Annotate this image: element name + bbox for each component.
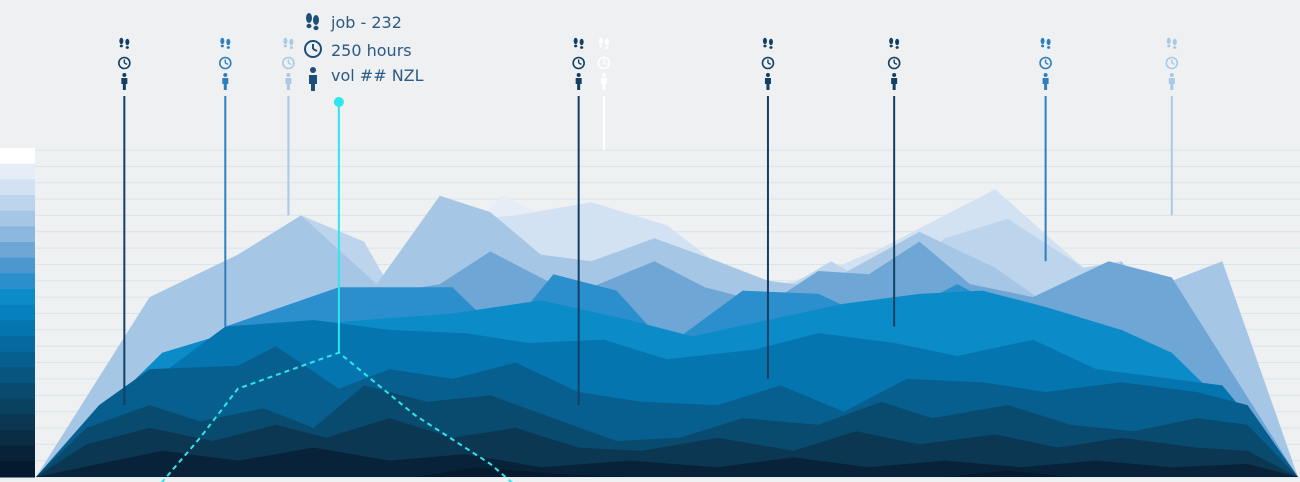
legend-swatch xyxy=(0,257,35,274)
footsteps-icon xyxy=(598,37,609,49)
legend-swatch xyxy=(0,195,35,212)
footsteps-icon xyxy=(762,37,773,49)
legend-swatch xyxy=(0,414,35,431)
person-icon xyxy=(121,73,128,90)
clock-icon xyxy=(1039,56,1052,70)
legend-swatch xyxy=(0,430,35,447)
tooltip-hours: 250 hours xyxy=(331,41,412,60)
footsteps-icon xyxy=(1040,37,1051,49)
chart-marker[interactable] xyxy=(118,37,131,406)
legend-swatch xyxy=(0,289,35,306)
tooltip: job - 232 250 hours vol ## NZL xyxy=(304,13,424,91)
clock-icon xyxy=(304,40,322,58)
legend-swatch xyxy=(0,320,35,337)
chart-marker[interactable] xyxy=(282,37,295,216)
footsteps-icon xyxy=(306,13,319,31)
chart-marker[interactable] xyxy=(333,97,344,353)
person-icon xyxy=(764,73,771,90)
chart-marker[interactable] xyxy=(887,37,901,327)
tooltip-volume: vol ## NZL xyxy=(331,66,424,85)
legend-swatch xyxy=(0,179,35,196)
footsteps-icon xyxy=(1166,37,1177,49)
footsteps-icon xyxy=(119,37,130,49)
legend-swatch xyxy=(0,226,35,243)
legend-swatch xyxy=(0,273,35,290)
person-icon xyxy=(309,67,317,91)
chart-marker[interactable] xyxy=(572,37,585,406)
area-series xyxy=(36,447,1298,477)
chart-marker[interactable] xyxy=(1039,37,1052,262)
clock-icon xyxy=(887,56,901,70)
clock-icon xyxy=(572,56,585,70)
clock-icon xyxy=(282,56,295,70)
clock-icon xyxy=(761,56,775,70)
chart-markers xyxy=(118,37,1179,406)
legend-swatch xyxy=(0,398,35,415)
clock-icon xyxy=(118,56,131,70)
legend-swatch xyxy=(0,210,35,227)
legend-swatch xyxy=(0,351,35,368)
footsteps-icon xyxy=(889,37,900,49)
person-icon xyxy=(891,73,898,90)
footsteps-icon xyxy=(220,37,231,49)
marker-dot xyxy=(333,97,344,107)
legend-swatch xyxy=(0,148,35,165)
color-scale-legend xyxy=(0,148,35,478)
chart-marker[interactable] xyxy=(761,37,775,379)
chart-marker[interactable] xyxy=(219,37,232,327)
person-icon xyxy=(285,73,292,90)
legend-swatch xyxy=(0,461,35,478)
legend-swatch xyxy=(0,445,35,462)
clock-icon xyxy=(1165,56,1179,70)
area-series xyxy=(36,467,1298,477)
legend-swatch xyxy=(0,367,35,384)
person-icon xyxy=(1042,73,1049,90)
person-icon xyxy=(1168,73,1175,90)
clock-icon xyxy=(597,56,611,70)
chart-marker[interactable] xyxy=(1165,37,1179,216)
clock-icon xyxy=(219,56,232,70)
person-icon xyxy=(222,73,229,90)
footsteps-icon xyxy=(573,37,584,49)
tooltip-job: job - 232 xyxy=(330,13,402,32)
legend-swatch xyxy=(0,336,35,353)
legend-swatch xyxy=(0,242,35,259)
chart-marker[interactable] xyxy=(597,37,611,150)
person-icon xyxy=(600,73,607,90)
chart-areas xyxy=(36,189,1298,478)
legend-swatch xyxy=(0,163,35,180)
person-icon xyxy=(575,73,582,90)
legend-swatch xyxy=(0,304,35,321)
footsteps-icon xyxy=(283,37,294,49)
legend-swatch xyxy=(0,383,35,400)
